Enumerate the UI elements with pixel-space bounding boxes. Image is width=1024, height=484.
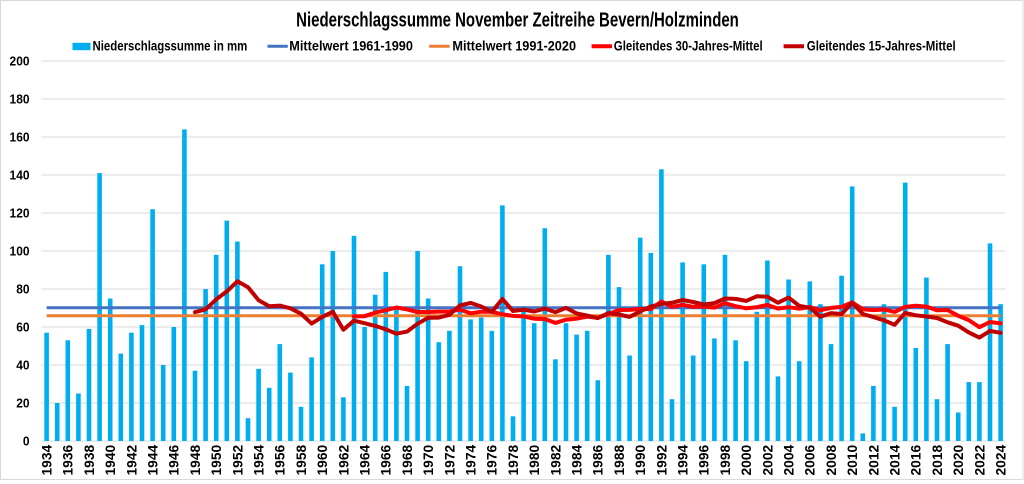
svg-text:80: 80 xyxy=(16,282,29,297)
svg-text:1960: 1960 xyxy=(315,444,330,475)
svg-text:1978: 1978 xyxy=(506,444,521,475)
svg-text:2014: 2014 xyxy=(888,444,903,475)
svg-text:1954: 1954 xyxy=(252,444,267,475)
svg-text:1992: 1992 xyxy=(654,444,669,475)
svg-text:2000: 2000 xyxy=(739,444,754,475)
svg-text:1940: 1940 xyxy=(103,444,118,475)
svg-text:Mittelwert 1961-1990: Mittelwert 1961-1990 xyxy=(289,38,413,53)
svg-text:1938: 1938 xyxy=(82,444,97,475)
svg-text:1962: 1962 xyxy=(336,444,351,475)
svg-text:2016: 2016 xyxy=(909,444,924,475)
svg-text:1934: 1934 xyxy=(40,444,55,475)
svg-text:140: 140 xyxy=(10,168,30,183)
svg-text:2018: 2018 xyxy=(930,444,945,475)
svg-text:1966: 1966 xyxy=(379,444,394,475)
svg-text:2020: 2020 xyxy=(951,444,966,475)
svg-text:Mittelwert 1991-2020: Mittelwert 1991-2020 xyxy=(452,38,576,53)
svg-text:40: 40 xyxy=(16,358,29,373)
svg-text:1986: 1986 xyxy=(591,444,606,475)
svg-text:1956: 1956 xyxy=(273,444,288,475)
svg-text:1982: 1982 xyxy=(548,444,563,475)
svg-text:160: 160 xyxy=(10,130,30,145)
svg-text:0: 0 xyxy=(23,434,30,449)
svg-text:2008: 2008 xyxy=(824,444,839,475)
svg-text:180: 180 xyxy=(10,92,30,107)
svg-text:Niederschlagssumme in mm: Niederschlagssumme in mm xyxy=(93,38,248,53)
svg-text:1958: 1958 xyxy=(294,444,309,475)
svg-text:1970: 1970 xyxy=(421,444,436,475)
svg-text:Gleitendes 15-Jahres-Mittel: Gleitendes 15-Jahres-Mittel xyxy=(807,38,956,53)
svg-text:1996: 1996 xyxy=(697,444,712,475)
svg-text:2012: 2012 xyxy=(866,444,881,475)
svg-text:1968: 1968 xyxy=(400,444,415,475)
svg-text:1984: 1984 xyxy=(570,444,585,475)
svg-text:2002: 2002 xyxy=(760,444,775,475)
svg-text:100: 100 xyxy=(10,244,30,259)
svg-text:1988: 1988 xyxy=(612,444,627,475)
svg-text:1952: 1952 xyxy=(230,444,245,475)
svg-text:Gleitendes 30-Jahres-Mittel: Gleitendes 30-Jahres-Mittel xyxy=(614,38,763,53)
svg-text:1942: 1942 xyxy=(124,444,139,475)
svg-text:2010: 2010 xyxy=(845,444,860,475)
svg-text:2022: 2022 xyxy=(972,444,987,475)
svg-text:1990: 1990 xyxy=(633,444,648,475)
svg-text:60: 60 xyxy=(16,320,29,335)
svg-text:1944: 1944 xyxy=(146,444,161,475)
svg-text:1964: 1964 xyxy=(358,444,373,475)
svg-text:2004: 2004 xyxy=(782,444,797,475)
svg-text:1974: 1974 xyxy=(464,444,479,475)
svg-text:1980: 1980 xyxy=(527,444,542,475)
svg-text:Niederschlagssumme November Ze: Niederschlagssumme November Zeitreihe Be… xyxy=(296,8,739,31)
svg-text:1946: 1946 xyxy=(167,444,182,475)
svg-text:20: 20 xyxy=(16,396,29,411)
svg-text:1950: 1950 xyxy=(209,444,224,475)
svg-text:2006: 2006 xyxy=(803,444,818,475)
svg-text:1936: 1936 xyxy=(61,444,76,475)
svg-text:1994: 1994 xyxy=(676,444,691,475)
svg-text:200: 200 xyxy=(10,54,30,69)
svg-text:1998: 1998 xyxy=(718,444,733,475)
svg-text:2024: 2024 xyxy=(994,444,1009,475)
svg-text:1948: 1948 xyxy=(188,444,203,475)
svg-text:1972: 1972 xyxy=(442,444,457,475)
svg-text:120: 120 xyxy=(10,206,30,221)
svg-text:1976: 1976 xyxy=(485,444,500,475)
